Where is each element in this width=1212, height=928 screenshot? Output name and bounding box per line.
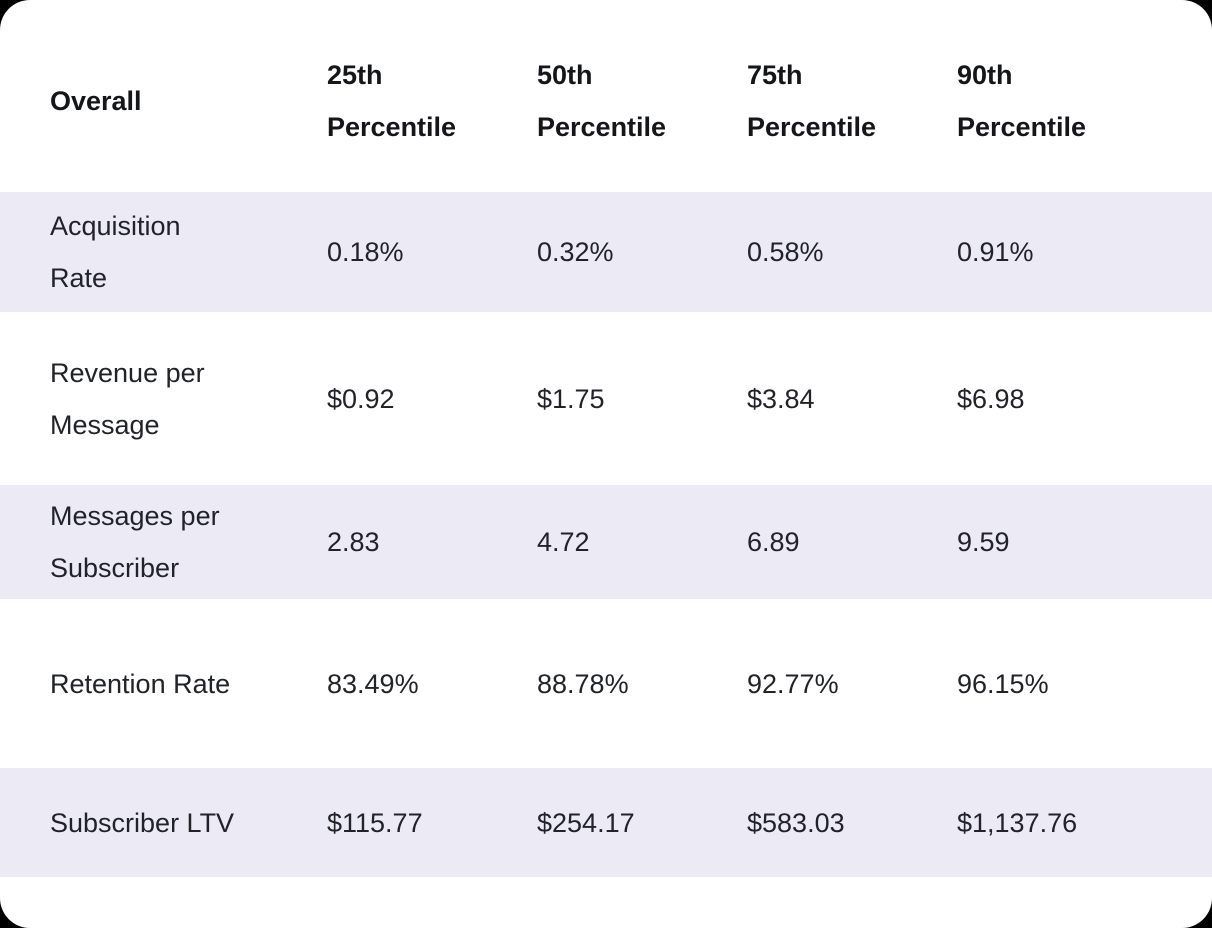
table-row-revenue-per-message: Revenue per Message $0.92 $1.75 $3.84 $6… [0, 312, 1212, 485]
column-header-overall: Overall [50, 86, 142, 116]
metric-value: $115.77 [327, 807, 423, 838]
column-header-75th: 75th Percentile [747, 60, 877, 142]
metric-value: $583.03 [747, 807, 845, 838]
metric-value: $1.75 [537, 383, 605, 414]
table-row-messages-per-subscriber: Messages per Subscriber 2.83 4.72 6.89 9… [0, 485, 1212, 599]
table-header-row: Overall 25th Percentile 50th Percentile … [0, 0, 1212, 192]
metric-label: Retention Rate [50, 668, 231, 699]
metric-value: 83.49% [327, 668, 419, 699]
metric-label: Acquisition Rate [50, 211, 181, 293]
metric-value: $0.92 [327, 383, 395, 414]
metric-value: 92.77% [747, 668, 839, 699]
metric-value: 2.83 [327, 527, 380, 557]
metric-value: 0.91% [957, 237, 1034, 267]
metric-label: Messages per Subscriber [50, 501, 220, 583]
column-header-25th: 25th Percentile [327, 60, 457, 142]
metric-value: 4.72 [537, 527, 590, 557]
column-header-50th: 50th Percentile [537, 60, 667, 142]
metric-value: 6.89 [747, 527, 800, 557]
metric-label: Subscriber LTV [50, 807, 235, 838]
metric-label: Revenue per Message [50, 357, 205, 440]
table-row-acquisition-rate: Acquisition Rate 0.18% 0.32% 0.58% 0.91% [0, 192, 1212, 312]
metric-value: 96.15% [957, 668, 1049, 699]
metric-value: 0.58% [747, 237, 824, 267]
metric-value: $254.17 [537, 807, 635, 838]
metric-value: $3.84 [747, 383, 815, 414]
metric-value: 88.78% [537, 668, 629, 699]
column-header-90th: 90th Percentile [957, 60, 1087, 142]
metric-value: 9.59 [957, 527, 1010, 557]
table-row-retention-rate: Retention Rate 83.49% 88.78% 92.77% 96.1… [0, 599, 1212, 768]
metric-value: 0.18% [327, 237, 404, 267]
metric-value: 0.32% [537, 237, 614, 267]
table-row-subscriber-ltv: Subscriber LTV $115.77 $254.17 $583.03 $… [0, 768, 1212, 877]
metric-value: $1,137.76 [957, 807, 1078, 838]
metric-value: $6.98 [957, 383, 1025, 414]
